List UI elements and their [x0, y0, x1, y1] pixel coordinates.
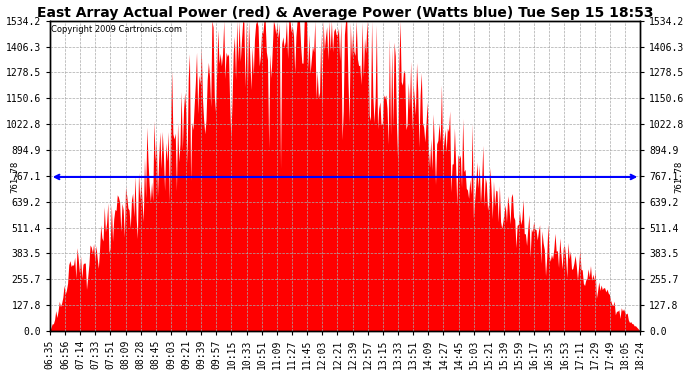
Text: Copyright 2009 Cartronics.com: Copyright 2009 Cartronics.com	[51, 26, 182, 34]
Text: 761.78: 761.78	[10, 161, 19, 193]
Text: 761.78: 761.78	[674, 161, 683, 193]
Title: East Array Actual Power (red) & Average Power (Watts blue) Tue Sep 15 18:53: East Array Actual Power (red) & Average …	[37, 6, 653, 20]
